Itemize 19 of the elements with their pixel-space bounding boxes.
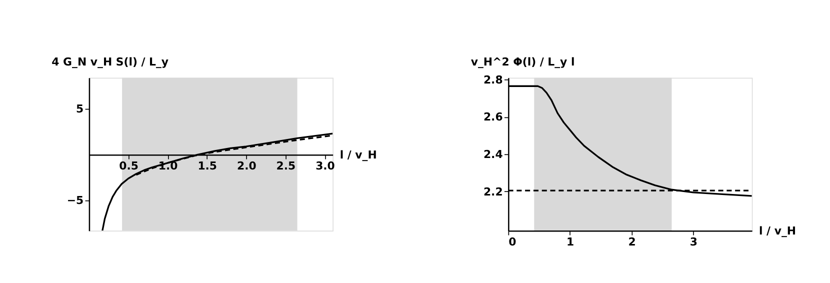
- x-tick-label: 0.5: [119, 159, 138, 172]
- y-tick-label: 2.2: [483, 185, 503, 198]
- x-tick-label: 0: [508, 235, 517, 248]
- x-tick-label: 2.0: [236, 159, 257, 172]
- x-axis-title: l / v_H: [759, 224, 796, 238]
- x-tick-label: 2.5: [276, 159, 296, 172]
- x-tick-label: 3: [690, 235, 698, 248]
- y-tick-label: −5: [66, 194, 84, 208]
- y-axis-title: v_H^2 Φ(l) / L_y l: [470, 56, 575, 69]
- y-tick-label: 5: [76, 102, 84, 116]
- x-tick-label: 1.5: [198, 159, 218, 172]
- x-tick-label: 3.0: [316, 159, 336, 172]
- x-axis-title: l / v_H: [340, 148, 377, 162]
- y-tick-label: 2.6: [483, 110, 503, 124]
- x-tick-label: 1: [566, 235, 574, 248]
- y-tick-label: 2.8: [483, 73, 503, 86]
- y-axis-title: 4 G_N v_H S(l) / L_y: [52, 56, 169, 69]
- x-tick-label: 2: [628, 235, 636, 248]
- y-tick-label: 2.4: [483, 148, 504, 161]
